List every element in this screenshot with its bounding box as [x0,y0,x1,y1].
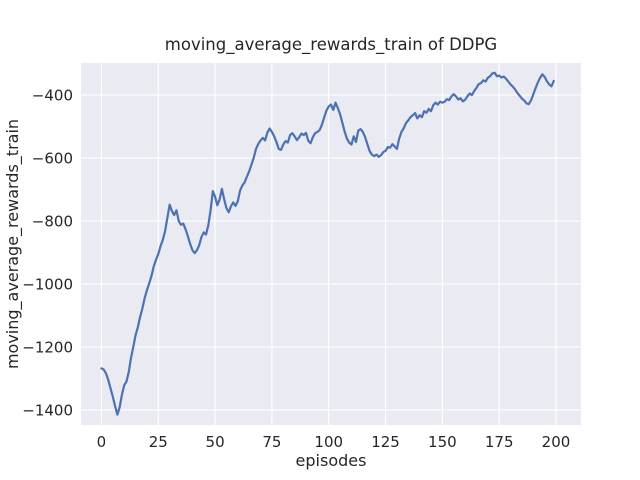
x-tick-label: 50 [206,433,225,451]
x-tick-label: 100 [314,433,343,451]
x-tick-label: 175 [485,433,514,451]
plot-area [81,63,581,425]
y-tick-label: −600 [32,150,73,168]
y-tick-label: −400 [32,87,73,105]
x-tick-label: 125 [371,433,400,451]
x-tick-labels: 0 25 50 75 100 125 150 175 200 [97,433,571,451]
y-axis-label: moving_average_rewards_train [3,119,23,369]
x-tick-label: 25 [149,433,168,451]
reward-line [100,71,555,416]
y-tick-label: −1200 [22,338,73,356]
y-tick-label: −1000 [22,275,73,293]
x-tick-label: 0 [97,433,107,451]
x-tick-label: 75 [262,433,281,451]
x-tick-label: 200 [542,433,571,451]
y-tick-label: −1400 [22,401,73,419]
x-tick-label: 150 [428,433,457,451]
y-tick-label: −800 [32,213,73,231]
y-tick-labels: −400 −600 −800 −1000 −1200 −1400 [22,87,73,420]
x-axis-label: episodes [296,451,367,470]
gridlines [81,63,581,425]
chart-title: moving_average_rewards_train of DDPG [165,35,497,55]
